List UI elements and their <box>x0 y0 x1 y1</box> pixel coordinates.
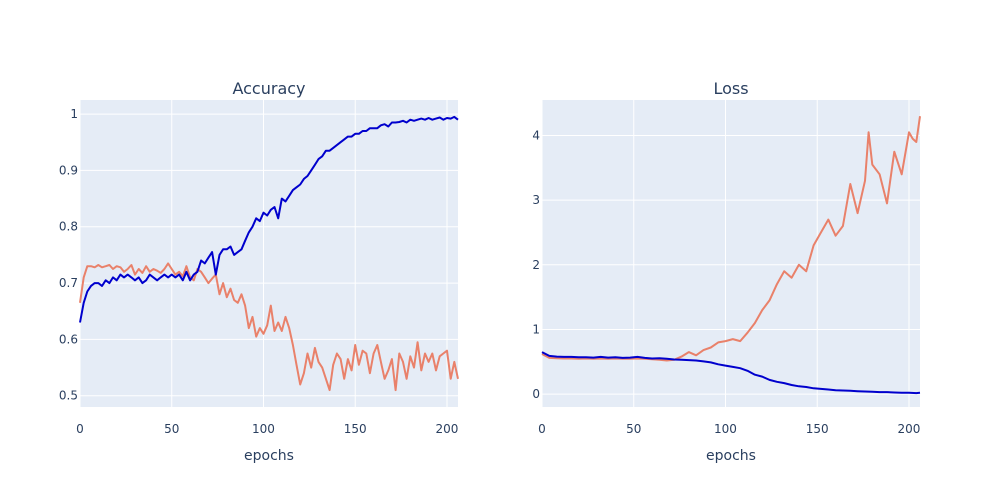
y-tick-label: 1 <box>532 322 540 336</box>
series-line-0 <box>541 351 921 395</box>
x-tick-label: 0 <box>76 422 84 436</box>
x-tick-label: 200 <box>436 422 459 436</box>
x-axis-label: epochs <box>706 448 756 464</box>
subplot-accuracy: 0 50 100 150 200 0.5 0.6 0.7 0.8 0.9 1 Accuracy epoc… <box>59 79 459 464</box>
y-tick-label: 0.5 <box>59 389 78 403</box>
plot-area <box>80 100 458 407</box>
chart-title: Loss <box>713 79 748 98</box>
y-tick-label: 3 <box>532 193 540 207</box>
x-tick-label: 100 <box>714 422 737 436</box>
y-tick-label: 0.9 <box>59 163 78 177</box>
chart-title: Accuracy <box>232 79 305 98</box>
x-tick-label: 100 <box>252 422 275 436</box>
y-tick-label: 4 <box>532 129 540 143</box>
x-tick-label: 150 <box>806 422 829 436</box>
x-axis-label: epochs <box>244 448 294 464</box>
series-line-0 <box>79 115 459 323</box>
series-line-1 <box>541 116 921 362</box>
x-tick-label: 50 <box>164 422 179 436</box>
series-line-1 <box>79 262 459 392</box>
x-tick-label: 0 <box>538 422 546 436</box>
x-tick-label: 150 <box>344 422 367 436</box>
y-tick-label: 0 <box>532 387 540 401</box>
x-tick-label: 50 <box>626 422 641 436</box>
y-tick-label: 0.8 <box>59 220 78 234</box>
plot-area <box>542 100 920 407</box>
y-tick-label: 1 <box>70 107 78 121</box>
y-tick-label: 0.7 <box>59 276 78 290</box>
y-tick-label: 2 <box>532 258 540 272</box>
y-tick-label: 0.6 <box>59 332 78 346</box>
x-tick-label: 200 <box>898 422 921 436</box>
subplot-loss: 0 50 100 150 200 0 1 2 3 4 Loss epochs <box>532 79 921 464</box>
